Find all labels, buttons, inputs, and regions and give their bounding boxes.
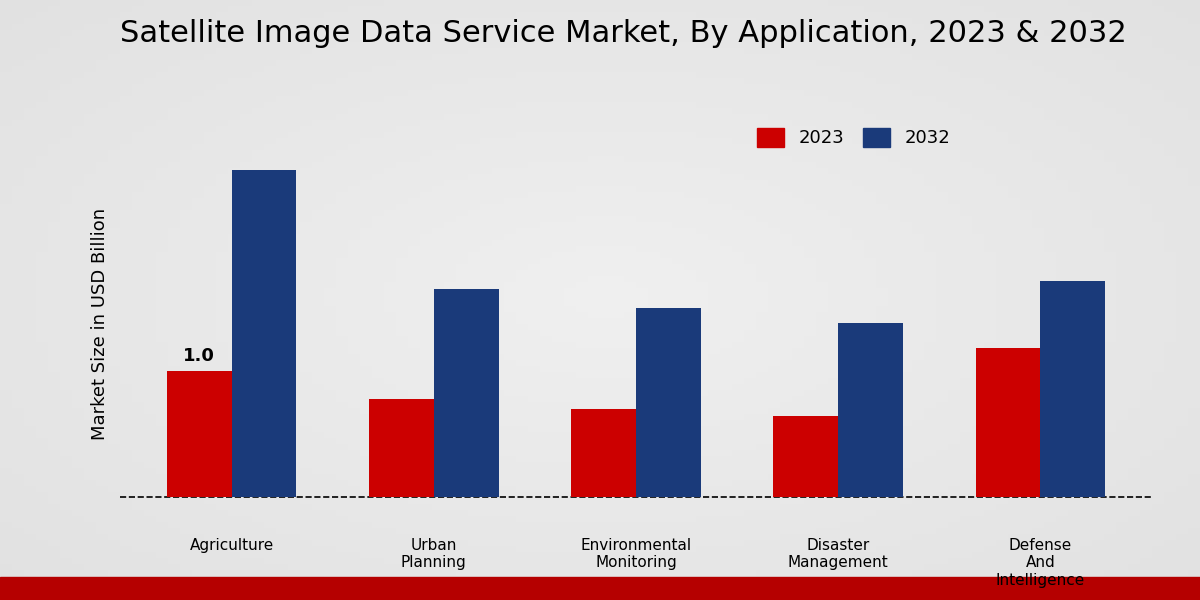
Bar (838, 323, 902, 497)
Bar (370, 398, 434, 497)
Text: 1.0: 1.0 (184, 347, 215, 365)
Bar (0, 577, 1200, 600)
Bar (774, 416, 838, 497)
Bar (636, 308, 701, 497)
Text: Satellite Image Data Service Market, By Application, 2023 & 2032: Satellite Image Data Service Market, By … (120, 19, 1127, 48)
Legend: 2023, 2032: 2023, 2032 (750, 121, 958, 155)
Bar (232, 170, 296, 497)
Bar (1040, 281, 1105, 497)
Bar (167, 371, 232, 497)
Bar (571, 409, 636, 497)
Y-axis label: Market Size in USD Billion: Market Size in USD Billion (91, 208, 109, 440)
Bar (976, 349, 1040, 497)
Bar (434, 289, 498, 497)
